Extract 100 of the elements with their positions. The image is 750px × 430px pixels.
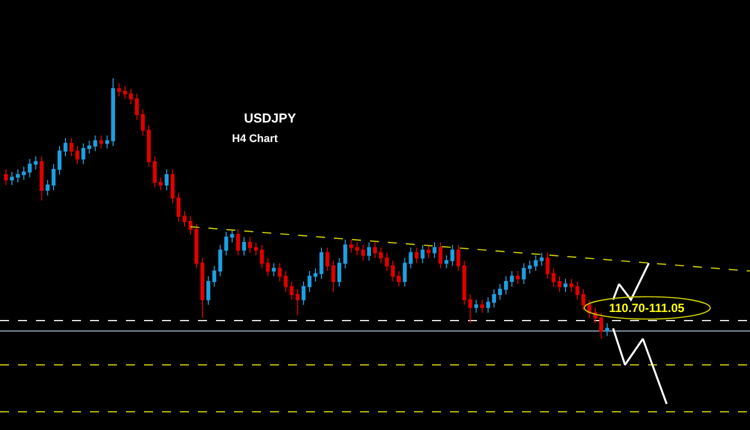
candlestick xyxy=(236,228,240,256)
candlestick xyxy=(128,88,133,105)
candlestick xyxy=(248,236,252,254)
candlestick xyxy=(480,299,484,314)
candlestick xyxy=(272,262,276,277)
candlestick xyxy=(134,93,139,120)
candlestick xyxy=(373,242,377,258)
candlestick xyxy=(212,265,216,288)
candlestick xyxy=(569,278,574,292)
candlestick xyxy=(564,278,568,292)
candlestick xyxy=(10,172,14,186)
candlestick xyxy=(40,156,44,202)
candlestick xyxy=(444,254,448,269)
candlestick xyxy=(266,258,270,277)
candlestick xyxy=(242,236,246,256)
candlestick xyxy=(314,268,318,282)
candlestick xyxy=(450,244,454,266)
candlestick xyxy=(408,247,413,269)
annotation: 110.70-111.05 xyxy=(609,301,685,315)
candlestick xyxy=(468,294,472,324)
candlestick xyxy=(93,135,98,152)
candlestick xyxy=(158,176,163,191)
candlestick xyxy=(16,168,20,183)
candlestick xyxy=(349,239,354,254)
candlestick xyxy=(355,242,360,256)
candlestick xyxy=(4,168,8,186)
candlestick xyxy=(34,156,38,170)
candlestick xyxy=(319,247,324,280)
candlestick xyxy=(218,244,222,277)
candlestick xyxy=(438,242,442,269)
candlestick xyxy=(123,86,127,100)
candlestick xyxy=(22,166,26,180)
candlestick xyxy=(188,216,192,236)
candlestick xyxy=(290,280,294,300)
candlestick xyxy=(87,140,92,154)
candlestick xyxy=(182,210,186,228)
candlestick xyxy=(516,270,520,285)
text: H4 Chart xyxy=(232,133,278,145)
candlestick xyxy=(558,276,562,292)
candlestick xyxy=(111,78,116,146)
candlestick xyxy=(170,168,175,204)
candlestick xyxy=(599,312,604,340)
candlestick xyxy=(474,299,478,314)
candlestick xyxy=(296,288,300,316)
candlestick xyxy=(331,260,336,292)
candlestick xyxy=(69,138,74,157)
candlestick xyxy=(28,158,32,178)
candlestick xyxy=(462,260,466,306)
candlestick xyxy=(540,252,544,266)
candlestick xyxy=(361,244,366,262)
candlestick xyxy=(75,145,80,165)
candlestick xyxy=(343,239,348,269)
candlestick xyxy=(492,288,496,308)
candlestick xyxy=(105,135,110,150)
candlestick xyxy=(552,268,556,288)
candlestick xyxy=(200,258,204,318)
candlestick xyxy=(546,252,550,280)
candlestick xyxy=(152,156,157,188)
candlestick xyxy=(164,168,169,191)
text: USDJPY xyxy=(244,110,296,126)
candlestick xyxy=(117,82,122,97)
candlestick xyxy=(278,262,282,282)
candlestick xyxy=(337,258,342,288)
candlestick xyxy=(260,244,264,269)
candlestick xyxy=(575,280,580,300)
candlestick xyxy=(534,254,538,272)
candlestick xyxy=(486,296,490,314)
candlestick xyxy=(390,260,395,282)
candlestick xyxy=(52,164,56,191)
candlestick xyxy=(206,276,210,306)
candlestick xyxy=(456,244,460,272)
candlestick xyxy=(605,322,610,337)
candlestick xyxy=(254,242,258,256)
candlestick xyxy=(64,138,68,157)
candlestick xyxy=(581,288,586,311)
candlestick xyxy=(325,247,330,272)
candlestick xyxy=(510,270,514,288)
candlestick xyxy=(420,244,425,264)
candlestick xyxy=(384,252,389,272)
candlestick xyxy=(58,145,62,176)
candlestick xyxy=(367,242,372,262)
candlestick xyxy=(140,108,145,136)
candlestick xyxy=(426,244,431,258)
candlestick xyxy=(522,262,526,285)
candlestick xyxy=(504,276,508,295)
candlestick xyxy=(46,179,50,196)
candlestick xyxy=(414,247,419,264)
candlestick xyxy=(284,270,288,292)
candlestick xyxy=(146,124,151,168)
candlestick xyxy=(308,270,312,292)
candlestick xyxy=(99,135,104,150)
candlestick xyxy=(378,247,383,264)
candlestick xyxy=(498,284,502,300)
candlestick xyxy=(432,242,436,258)
candlestick xyxy=(176,192,181,222)
candlestick xyxy=(528,260,532,274)
candlestick xyxy=(194,224,198,269)
candlestick xyxy=(302,280,306,306)
candlestick xyxy=(230,228,234,243)
candlestick xyxy=(224,231,228,256)
